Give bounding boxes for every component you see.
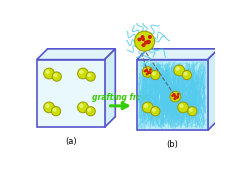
Polygon shape xyxy=(137,49,218,60)
Circle shape xyxy=(52,72,61,81)
Circle shape xyxy=(144,70,145,72)
Polygon shape xyxy=(37,49,115,60)
Circle shape xyxy=(141,36,144,38)
Circle shape xyxy=(151,107,160,116)
Circle shape xyxy=(174,65,185,76)
Circle shape xyxy=(149,36,151,38)
Circle shape xyxy=(142,44,145,46)
Circle shape xyxy=(174,94,175,95)
Circle shape xyxy=(142,67,153,77)
Polygon shape xyxy=(37,60,104,127)
Circle shape xyxy=(147,41,150,43)
Circle shape xyxy=(146,69,147,70)
Circle shape xyxy=(174,95,175,96)
Circle shape xyxy=(188,107,197,116)
Circle shape xyxy=(135,31,155,51)
Circle shape xyxy=(176,67,179,70)
Text: grafting from: grafting from xyxy=(92,93,150,102)
Circle shape xyxy=(44,102,54,113)
Circle shape xyxy=(150,69,151,70)
Circle shape xyxy=(177,96,178,98)
Circle shape xyxy=(146,70,148,72)
Circle shape xyxy=(148,72,149,73)
Text: (a): (a) xyxy=(65,137,77,146)
Circle shape xyxy=(53,108,56,111)
Circle shape xyxy=(172,95,173,96)
Circle shape xyxy=(86,72,95,81)
Circle shape xyxy=(54,74,57,77)
Circle shape xyxy=(175,97,177,98)
Circle shape xyxy=(146,73,148,75)
Circle shape xyxy=(138,38,141,41)
Circle shape xyxy=(142,102,153,113)
Circle shape xyxy=(145,41,147,44)
Circle shape xyxy=(153,72,155,75)
Circle shape xyxy=(86,107,95,116)
Circle shape xyxy=(44,68,54,79)
Circle shape xyxy=(176,97,178,98)
Polygon shape xyxy=(137,60,208,130)
Circle shape xyxy=(174,98,175,99)
Polygon shape xyxy=(208,49,218,130)
Circle shape xyxy=(151,70,160,80)
Circle shape xyxy=(80,104,83,107)
Text: (b): (b) xyxy=(166,140,178,149)
Circle shape xyxy=(78,102,88,113)
Circle shape xyxy=(177,96,178,98)
Circle shape xyxy=(88,74,91,77)
Circle shape xyxy=(147,41,149,44)
Circle shape xyxy=(170,91,181,102)
Circle shape xyxy=(46,104,49,107)
Circle shape xyxy=(190,108,192,111)
Circle shape xyxy=(149,72,150,73)
Circle shape xyxy=(178,94,179,95)
Circle shape xyxy=(148,40,150,43)
Circle shape xyxy=(153,108,155,111)
Circle shape xyxy=(51,107,61,116)
Circle shape xyxy=(88,108,91,111)
Polygon shape xyxy=(48,49,115,117)
Circle shape xyxy=(46,70,49,74)
Circle shape xyxy=(149,72,151,73)
Circle shape xyxy=(178,102,188,113)
Circle shape xyxy=(182,70,192,80)
Circle shape xyxy=(142,38,144,40)
Circle shape xyxy=(172,93,175,97)
Circle shape xyxy=(144,104,148,107)
Circle shape xyxy=(78,68,88,79)
Circle shape xyxy=(149,72,150,73)
Circle shape xyxy=(138,35,144,41)
Circle shape xyxy=(180,104,183,107)
Circle shape xyxy=(184,72,187,75)
Polygon shape xyxy=(148,49,218,120)
Circle shape xyxy=(144,69,148,72)
Circle shape xyxy=(80,70,83,74)
Polygon shape xyxy=(104,49,115,127)
